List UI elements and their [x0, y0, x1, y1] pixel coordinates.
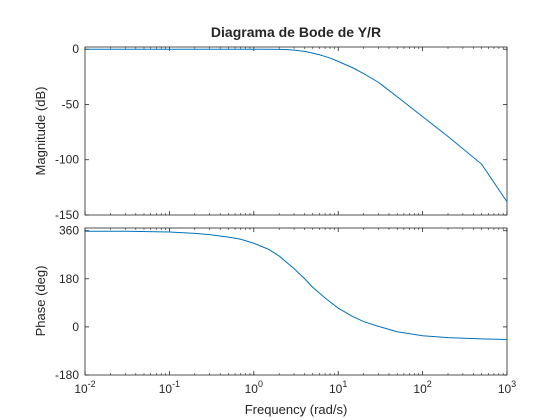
magnitude-y-tick-label: -100 — [55, 153, 79, 167]
magnitude-y-ticks: 0 -50 -100 -150 — [55, 42, 507, 222]
magnitude-y-tick-label: -150 — [55, 208, 79, 222]
phase-y-axis-label: Phase (deg) — [33, 266, 48, 337]
phase-x-tick-label: 10-2 — [74, 379, 95, 396]
phase-x-tick-label: 103 — [498, 379, 516, 396]
magnitude-y-tick-label: 0 — [72, 42, 79, 56]
chart-title: Diagrama de Bode de Y/R — [211, 24, 381, 40]
phase-x-ticks: 10-2 10-1 100 101 102 103 — [74, 228, 516, 396]
phase-x-tick-label: 100 — [245, 379, 263, 396]
magnitude-plot: Diagrama de Bode de Y/R Magnitude (dB) 0… — [33, 24, 508, 222]
phase-axes — [84, 227, 508, 376]
phase-y-tick-label: -180 — [55, 368, 79, 382]
phase-y-tick-label: 180 — [59, 272, 79, 286]
phase-y-ticks: 360 180 0 -180 — [55, 224, 507, 382]
magnitude-y-tick-label: -50 — [62, 97, 80, 111]
magnitude-x-ticks — [84, 47, 508, 215]
magnitude-series-line — [85, 48, 508, 203]
phase-y-tick-label: 0 — [72, 320, 79, 334]
phase-x-tick-label: 101 — [329, 379, 347, 396]
frequency-x-axis-label: Frequency (rad/s) — [245, 402, 348, 417]
phase-y-tick-label: 360 — [59, 224, 79, 238]
phase-x-tick-label: 102 — [413, 379, 431, 396]
phase-plot: Phase (deg) Frequency (rad/s) 360 180 0 -18… — [33, 224, 516, 417]
magnitude-axes — [84, 46, 508, 216]
magnitude-y-axis-label: Magnitude (dB) — [33, 87, 48, 176]
phase-x-tick-label: 10-1 — [159, 379, 180, 396]
phase-series-line — [85, 230, 508, 340]
